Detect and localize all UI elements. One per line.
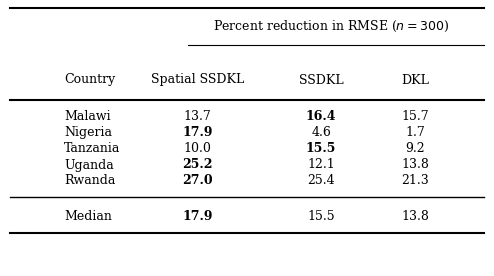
Text: 1.7: 1.7 (405, 126, 425, 139)
Text: 12.1: 12.1 (307, 158, 335, 171)
Text: SSDKL: SSDKL (299, 73, 343, 86)
Text: Uganda: Uganda (64, 158, 114, 171)
Text: Tanzania: Tanzania (64, 142, 121, 155)
Text: 4.6: 4.6 (311, 126, 331, 139)
Text: Median: Median (64, 209, 112, 222)
Text: 17.9: 17.9 (182, 126, 213, 139)
Text: Country: Country (64, 73, 116, 86)
Text: Rwanda: Rwanda (64, 174, 116, 187)
Text: 13.8: 13.8 (401, 158, 429, 171)
Text: 25.2: 25.2 (182, 158, 213, 171)
Text: 21.3: 21.3 (401, 174, 429, 187)
Text: 16.4: 16.4 (306, 110, 336, 123)
Text: 15.5: 15.5 (307, 209, 335, 222)
Text: 13.7: 13.7 (184, 110, 211, 123)
Text: DKL: DKL (401, 73, 429, 86)
Text: Percent reduction in RMSE ($n = 300$): Percent reduction in RMSE ($n = 300$) (213, 18, 449, 34)
Text: 13.8: 13.8 (401, 209, 429, 222)
Text: 25.4: 25.4 (307, 174, 335, 187)
Text: 10.0: 10.0 (184, 142, 211, 155)
Text: 15.7: 15.7 (401, 110, 429, 123)
Text: 15.5: 15.5 (306, 142, 336, 155)
Text: 9.2: 9.2 (405, 142, 425, 155)
Text: Nigeria: Nigeria (64, 126, 112, 139)
Text: Spatial SSDKL: Spatial SSDKL (151, 73, 244, 86)
Text: 17.9: 17.9 (182, 209, 213, 222)
Text: Malawi: Malawi (64, 110, 111, 123)
Text: 27.0: 27.0 (182, 174, 213, 187)
